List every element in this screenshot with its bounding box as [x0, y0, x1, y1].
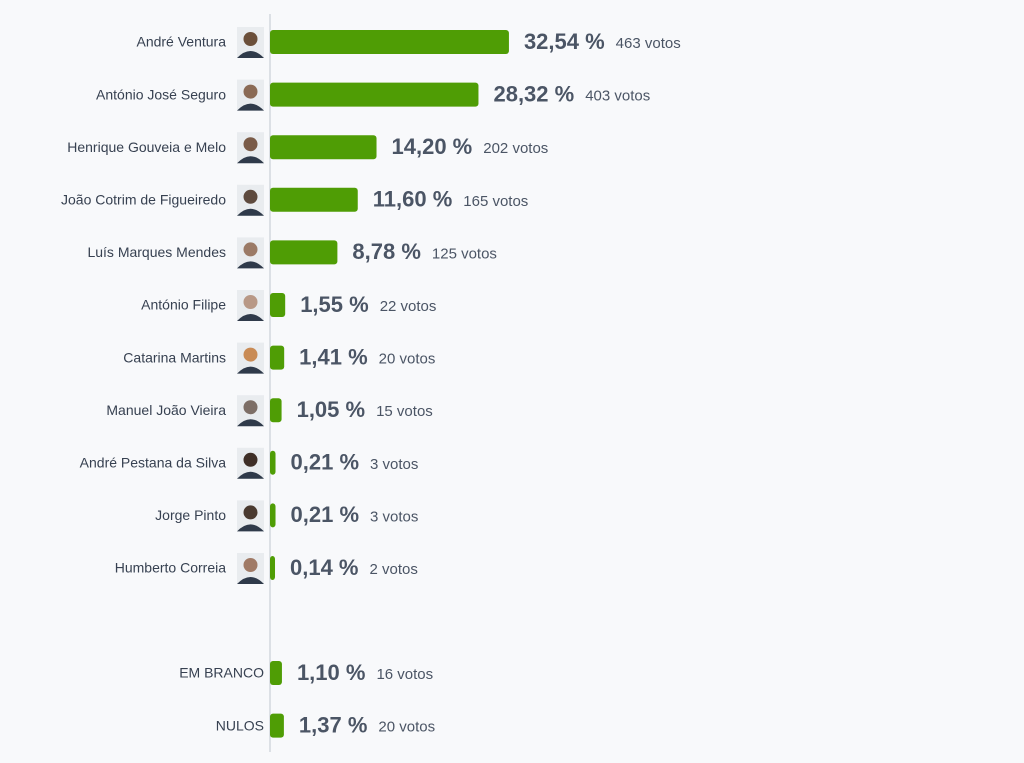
photo-head — [243, 295, 258, 309]
percent-label: 1,10 % — [297, 660, 366, 685]
photo-body — [237, 51, 264, 58]
photo-body — [237, 314, 264, 321]
candidate-photo — [237, 184, 264, 216]
candidate-photo — [237, 553, 264, 584]
percent-label: 32,54 % — [524, 29, 605, 54]
votes-label: 20 votos — [378, 719, 435, 736]
candidate-name: Catarina Martins — [123, 349, 226, 365]
bar — [270, 713, 284, 738]
candidate-photo — [237, 290, 264, 321]
percent-label: 1,05 % — [297, 397, 366, 422]
photo-body — [237, 577, 264, 584]
candidate-photo — [237, 237, 264, 269]
photo-body — [237, 524, 264, 532]
votes-label: 20 votos — [379, 351, 436, 368]
candidate-name: Humberto Correia — [115, 560, 226, 576]
votes-label: 463 votos — [616, 35, 681, 52]
votes-label: 3 votos — [370, 508, 418, 525]
bar — [270, 135, 377, 160]
photo-body — [237, 103, 264, 111]
photo-head — [243, 347, 258, 362]
candidate-name: André Pestana da Silva — [80, 455, 227, 471]
photo-body — [237, 419, 264, 427]
votes-label: 15 votos — [376, 403, 433, 420]
bar — [270, 450, 276, 475]
percent-label: 14,20 % — [392, 134, 473, 159]
photo-head — [243, 242, 258, 257]
photo-head — [243, 452, 258, 467]
photo-head — [243, 137, 258, 152]
candidate-name: Luís Marques Mendes — [87, 244, 226, 260]
candidate-name: Manuel João Vieira — [106, 402, 226, 418]
candidate-name: João Cotrim de Figueiredo — [61, 192, 226, 208]
votes-label: 22 votos — [380, 298, 437, 315]
option-name: EM BRANCO — [179, 665, 264, 681]
photo-head — [243, 400, 258, 415]
percent-label: 1,41 % — [299, 344, 368, 369]
photo-body — [237, 366, 264, 374]
bar — [270, 30, 509, 54]
percent-label: 0,21 % — [291, 450, 360, 475]
candidate-photo — [237, 132, 264, 164]
bar — [270, 82, 479, 107]
percent-label: 28,32 % — [493, 81, 574, 106]
percent-label: 0,14 % — [290, 555, 359, 580]
votes-label: 202 votos — [483, 140, 548, 157]
votes-label: 2 votos — [370, 561, 418, 578]
percent-label: 1,55 % — [300, 292, 369, 317]
votes-label: 16 votos — [376, 666, 433, 683]
percent-label: 0,21 % — [291, 502, 360, 527]
photo-body — [237, 261, 264, 269]
photo-head — [243, 32, 258, 46]
option-name: NULOS — [216, 717, 264, 733]
bar — [270, 556, 276, 580]
photo-head — [243, 505, 258, 520]
percent-label: 8,78 % — [352, 239, 421, 264]
percent-label: 1,37 % — [299, 712, 368, 737]
percent-label: 11,60 % — [373, 187, 453, 212]
bar — [270, 293, 286, 317]
candidate-photo — [237, 79, 264, 111]
photo-body — [237, 208, 264, 216]
candidate-photo — [237, 342, 264, 374]
candidate-name: António Filipe — [141, 297, 226, 313]
photo-head — [243, 84, 258, 99]
photo-body — [237, 471, 264, 479]
bar — [270, 503, 276, 528]
candidate-photo — [237, 447, 264, 479]
bar — [270, 661, 282, 685]
votes-label: 125 votos — [432, 245, 497, 262]
candidate-name: Henrique Gouveia e Melo — [67, 139, 226, 155]
candidate-photo — [237, 500, 264, 532]
votes-label: 403 votos — [585, 88, 650, 105]
photo-head — [243, 189, 258, 204]
bar — [270, 240, 338, 265]
bar — [270, 187, 358, 212]
votes-label: 3 votos — [370, 456, 418, 473]
photo-head — [243, 558, 258, 572]
votes-label: 165 votos — [463, 193, 528, 210]
candidate-photo — [237, 395, 264, 427]
candidate-name: António José Seguro — [96, 86, 226, 102]
candidate-name: André Ventura — [136, 34, 226, 50]
candidate-photo — [237, 27, 264, 58]
bar — [270, 345, 285, 370]
candidate-name: Jorge Pinto — [155, 507, 226, 523]
photo-body — [237, 156, 264, 164]
bar — [270, 398, 282, 423]
